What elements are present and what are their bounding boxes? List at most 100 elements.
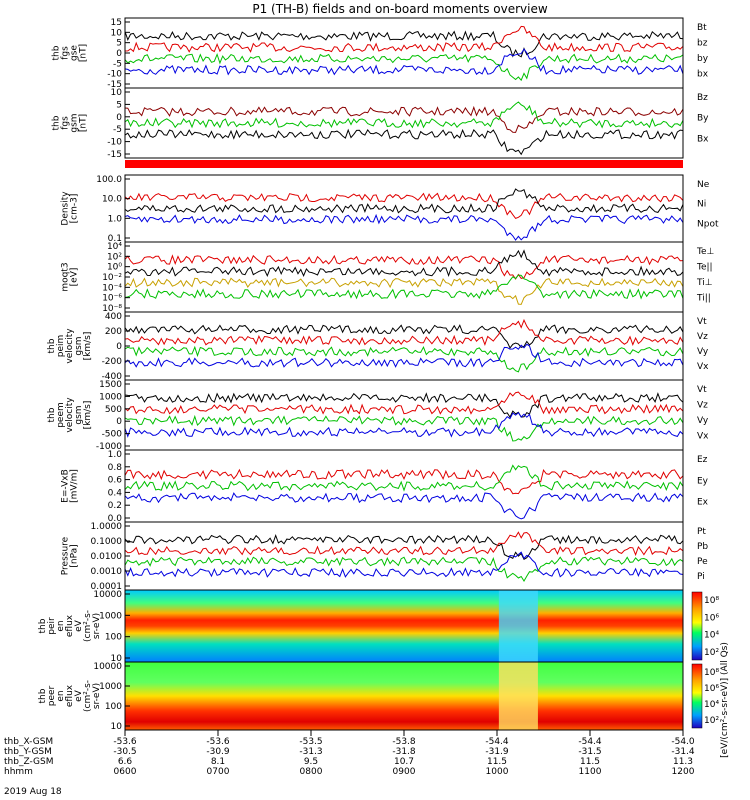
- trace-Vy: [124, 414, 684, 442]
- colorbar-peer-spec: 10⁸ 10⁶ 10⁴ 10²: [691, 663, 719, 729]
- y-axis-label: sr-eV): [92, 683, 102, 709]
- colorbar-tick: 10⁴: [704, 631, 719, 641]
- y-axis-label: E=-VxB: [61, 469, 71, 503]
- trace-Ez: [124, 468, 684, 495]
- panel-peer-spec: 10⁸ 10⁶ 10⁴ 10² 10000 1000 100 10 thb peer en eflux…: [38, 661, 719, 732]
- y-tick-label: 0.4: [108, 488, 123, 498]
- legend-by: by: [697, 54, 709, 64]
- axis-row-value: 0800: [300, 767, 323, 777]
- legend-Bx: Bx: [697, 134, 709, 144]
- trace-Ne: [124, 192, 684, 220]
- y-tick-label: 10: [111, 654, 123, 664]
- legend-Vy: Vy: [697, 416, 709, 426]
- axis-row-value: -31.5: [578, 747, 601, 757]
- y-tick-label: 1000: [99, 392, 122, 402]
- axis-row-value: -31.8: [392, 747, 416, 757]
- axis-row-value: -54.4: [578, 737, 602, 747]
- y-axis-label: velocity: [65, 328, 75, 364]
- trace-Vz: [124, 391, 684, 415]
- axis-row-value: -31.9: [485, 747, 509, 757]
- y-tick-label: -10: [107, 70, 122, 80]
- legend-Ez: Ez: [697, 455, 708, 465]
- y-tick-label: 5: [116, 39, 122, 49]
- trace-Ti||: [124, 274, 684, 300]
- axis-row-value: -54.0: [671, 737, 695, 747]
- legend-Vz: Vz: [697, 332, 708, 342]
- y-tick-label: 10000: [93, 662, 122, 672]
- y-tick-label: 5: [116, 100, 122, 110]
- axis-row-value: 0600: [114, 767, 137, 777]
- colorbar-peir-spec: 10⁸ 10⁶ 10⁴ 10²: [691, 591, 719, 661]
- colorbar-tick: 10⁶: [704, 613, 719, 623]
- y-tick-label: 10: [111, 88, 123, 98]
- y-tick-label: -15: [107, 80, 122, 90]
- legend-Ti⊥: Ti⊥: [696, 278, 713, 288]
- legend-Bt: Bt: [697, 23, 707, 33]
- y-tick-label: 100: [105, 633, 122, 643]
- y-axis-label: eflux: [65, 614, 75, 637]
- colorbar-label: [eV/(cm²-s-sr-eV)] (All Qs): [720, 642, 730, 758]
- axis-row-value: -53.6: [206, 737, 230, 747]
- panel-peem-velocity: 1500 1000 500 0 -500 -1000 thb peem velocity gsm[…: [47, 379, 709, 452]
- axis-row-value: 11.3: [673, 757, 693, 767]
- traces-efield: [124, 464, 684, 520]
- y-tick-label: 10⁰: [107, 263, 122, 273]
- y-axis-label: (cm²-s-: [83, 680, 93, 712]
- axis-row-value: 0700: [207, 767, 230, 777]
- axis-row-value: 1100: [579, 767, 602, 777]
- y-tick-label: -5: [113, 59, 122, 69]
- y-axis-label: Density: [61, 191, 71, 226]
- colorbar-gradient: [691, 591, 703, 661]
- panel-frame: [124, 311, 684, 381]
- y-axis-label: thb: [47, 407, 57, 422]
- traces-density: [124, 188, 684, 241]
- trace-Vx: [124, 411, 684, 438]
- legend-Ex: Ex: [697, 498, 709, 508]
- legend-Ne: Ne: [697, 180, 710, 190]
- y-tick-label: 0.0: [108, 514, 123, 524]
- y-axis-label: eflux: [65, 684, 75, 707]
- y-tick-label: 0.0010: [91, 567, 123, 577]
- y-tick-label: 10000: [93, 590, 122, 600]
- y-tick-label: 10⁻⁴: [102, 283, 122, 293]
- spectrogram-peir-spec: [125, 590, 683, 662]
- y-axis-label: gse: [70, 45, 80, 61]
- spectrogram-feature: [498, 590, 538, 662]
- y-tick-label: 400: [105, 312, 122, 322]
- axis-row-value: -31.3: [299, 747, 322, 757]
- axis-row-label: thb_Z-GSM: [4, 757, 53, 767]
- y-tick-label: 10⁻⁶: [102, 294, 122, 304]
- legend-Pe: Pe: [697, 557, 708, 567]
- colorbar-tick: 10²: [704, 716, 719, 726]
- y-tick-label: -15: [107, 150, 122, 160]
- time-axis: thb_X-GSM -53.6 -53.6 -53.5 -53.8 -54.4 -54.4-…: [4, 730, 695, 797]
- trace-bx: [124, 48, 684, 76]
- y-tick-label: -5: [113, 125, 122, 135]
- trace-bz: [124, 25, 684, 53]
- axis-row-label: thb_X-GSM: [4, 737, 53, 747]
- y-axis-label: peir: [47, 617, 57, 635]
- y-tick-label: 10.0: [102, 195, 122, 205]
- trace-Vz: [124, 318, 684, 346]
- axis-row-value: 1200: [672, 767, 695, 777]
- y-axis-label: [eV]: [70, 268, 80, 287]
- status-bar: [125, 160, 683, 168]
- legend-Pb: Pb: [697, 542, 708, 552]
- y-tick-label: 10: [111, 28, 123, 38]
- y-axis-label: (cm²-s-: [83, 610, 93, 642]
- y-tick-label: 0.0001: [91, 582, 123, 592]
- y-tick-label: 1.0: [108, 450, 123, 460]
- panel-efield: 1.0 0.8 0.6 0.4 0.2 0.0 E=-VxB [mV/m] Ez Ey Ex: [61, 449, 709, 524]
- axis-row-value: -54.4: [485, 737, 509, 747]
- plot-title: P1 (TH-B) fields and on-board moments ov…: [252, 2, 548, 16]
- panel-frame: [124, 17, 684, 89]
- y-tick-label: 0.2: [108, 501, 122, 511]
- trace-Pt: [124, 534, 684, 560]
- y-tick-label: 100: [105, 702, 122, 712]
- y-axis-label: [nT]: [79, 44, 89, 62]
- y-axis-label: eV: [74, 689, 84, 702]
- legend-Pi: Pi: [697, 572, 705, 582]
- y-axis-label: gsm: [70, 113, 80, 132]
- y-axis-label: [km/s]: [83, 401, 93, 430]
